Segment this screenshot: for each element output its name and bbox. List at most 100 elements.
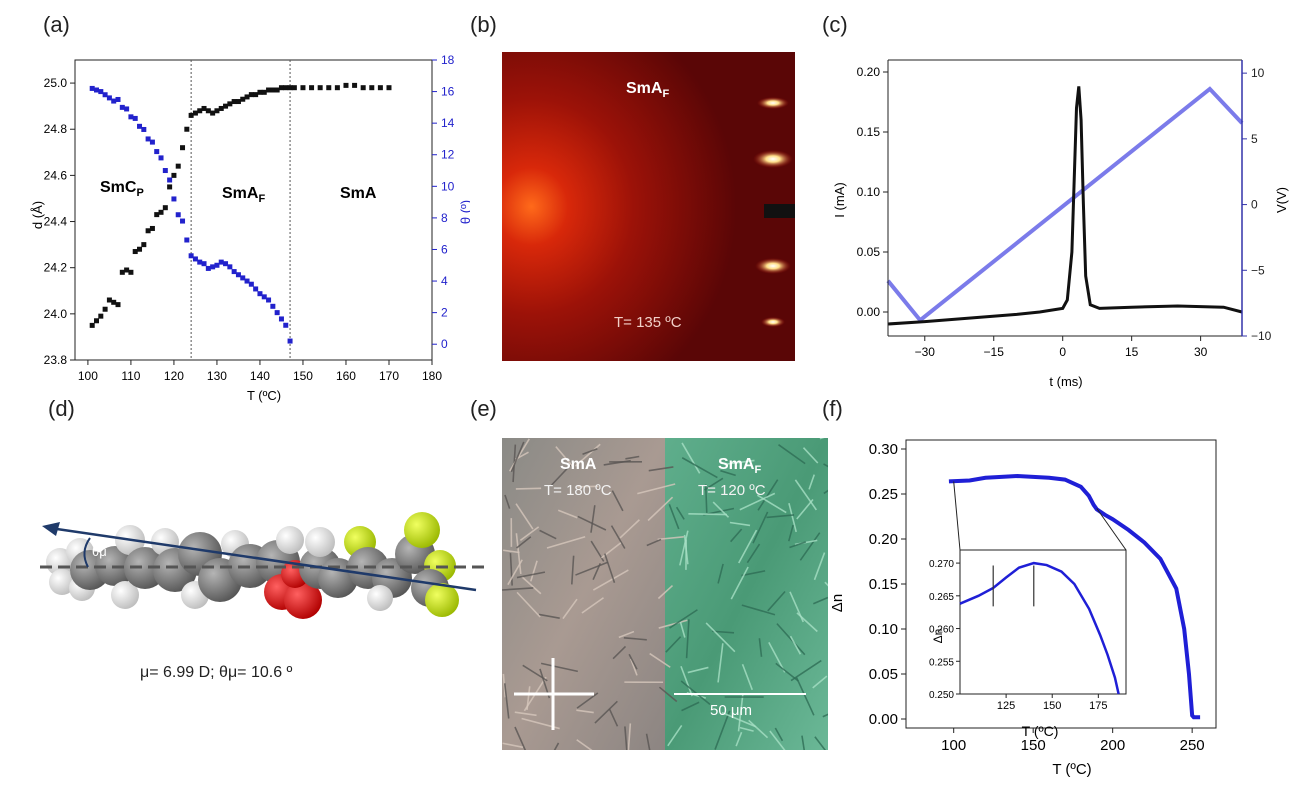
a-ytick-label: 25.0: [44, 76, 68, 90]
a-point-d: [162, 205, 168, 211]
texture-stroke: [720, 469, 736, 477]
a-point-d: [137, 246, 143, 252]
a-point-d: [188, 112, 194, 118]
texture-stroke: [748, 719, 769, 739]
texture-stroke: [576, 739, 593, 750]
pom-right-temp: T= 120 ºC: [698, 482, 766, 499]
c-xtick-label: −15: [984, 345, 1005, 359]
pom-left-phase: SmA: [560, 456, 597, 473]
texture-stroke: [519, 526, 540, 542]
c-y2tick-label: 10: [1251, 66, 1265, 80]
a-point-d: [197, 108, 203, 114]
texture-stroke: [724, 459, 755, 466]
texture-stroke: [657, 535, 684, 541]
a-point-d: [274, 87, 280, 93]
a-point-d: [386, 85, 392, 91]
a-ytick-label: 24.6: [44, 168, 68, 182]
texture-stroke: [657, 584, 674, 600]
texture-stroke: [504, 494, 511, 509]
pom-texture-svg: [502, 438, 828, 750]
a-xtick-label: 110: [121, 369, 140, 383]
texture-stroke: [610, 525, 626, 549]
panel-letter-d: (d): [48, 396, 75, 421]
c-ytick-label: 0.00: [857, 305, 881, 319]
a-ytick-label: 24.4: [44, 215, 68, 229]
a-point-d: [145, 228, 151, 234]
inset-frame: [959, 549, 1127, 695]
texture-stroke: [555, 446, 574, 468]
texture-stroke: [521, 576, 542, 595]
a-point-d: [128, 269, 134, 275]
texture-stroke: [551, 460, 575, 486]
a-point-d: [201, 105, 207, 111]
a-point-theta: [266, 297, 272, 303]
texture-stroke: [603, 459, 631, 466]
texture-stroke: [576, 709, 594, 714]
texture-stroke: [730, 528, 743, 543]
texture-stroke: [680, 680, 711, 705]
texture-stroke: [514, 726, 527, 750]
beam-stop: [764, 204, 795, 218]
texture-stroke: [681, 442, 701, 474]
a-point-d: [141, 242, 147, 248]
phase-label-smcp: SmCP: [100, 179, 144, 199]
texture-stroke: [787, 524, 794, 542]
a-point-theta: [201, 261, 207, 267]
a-point-d: [377, 85, 383, 91]
texture-stroke: [594, 700, 618, 724]
xray-pattern-svg: [502, 52, 795, 361]
texture-stroke: [758, 638, 763, 657]
a-point-d: [184, 126, 190, 132]
c-y2tick-label: −5: [1251, 263, 1265, 277]
a-point-theta: [98, 89, 104, 95]
texture-stroke: [794, 479, 817, 511]
texture-stroke: [539, 529, 557, 540]
a-point-d: [309, 85, 315, 91]
texture-stroke: [796, 612, 818, 633]
a-y2tick-label: 6: [441, 242, 448, 256]
a-xtick-label: 120: [164, 369, 184, 383]
a-point-d: [352, 82, 358, 88]
a-point-d: [235, 99, 241, 105]
texture-stroke: [612, 645, 627, 660]
xray-pattern-image: SmAF T= 135 ºC: [502, 52, 795, 361]
a-y2tick-label: 14: [441, 116, 455, 130]
a-point-theta: [162, 168, 168, 174]
texture-stroke: [515, 503, 534, 530]
atom: [284, 581, 322, 619]
texture-stroke: [788, 502, 797, 533]
a-point-d: [326, 85, 332, 91]
texture-stroke: [685, 619, 690, 659]
texture-stroke: [796, 499, 814, 520]
texture-stroke: [813, 552, 826, 581]
a-point-theta: [244, 278, 250, 284]
inset-curve: [959, 561, 1120, 695]
a-point-d: [98, 313, 104, 319]
texture-stroke: [611, 490, 624, 512]
texture-stroke: [767, 590, 786, 612]
texture-stroke: [712, 630, 735, 634]
a-point-theta: [167, 177, 173, 183]
panel-letter-b: (b): [470, 12, 497, 37]
a-y2tick-label: 18: [441, 53, 455, 67]
a-point-d: [210, 110, 216, 116]
a-point-d: [291, 85, 297, 91]
c-y2tick-label: 5: [1251, 132, 1258, 146]
birefringence-curve: [948, 473, 1201, 720]
a-point-theta: [197, 259, 203, 265]
chart-f: 100 150 200 250 0.00 0.05 0.10 0.15 0.20 0.25 0.30…: [830, 439, 1217, 778]
a-point-theta: [223, 261, 229, 267]
a-point-d: [111, 299, 117, 305]
a-y2tick-label: 4: [441, 274, 448, 288]
texture-stroke: [822, 713, 828, 718]
texture-stroke: [735, 731, 743, 747]
inset-ytick-label: 0.265: [929, 592, 954, 603]
a-point-d: [171, 172, 177, 178]
diffraction-spot: [757, 97, 789, 109]
texture-stroke: [577, 485, 599, 488]
texture-stroke: [730, 566, 749, 600]
inset-ytick-label: 0.270: [929, 559, 954, 570]
texture-stroke: [813, 596, 828, 605]
texture-stroke: [582, 448, 598, 455]
a-point-theta: [94, 87, 100, 93]
